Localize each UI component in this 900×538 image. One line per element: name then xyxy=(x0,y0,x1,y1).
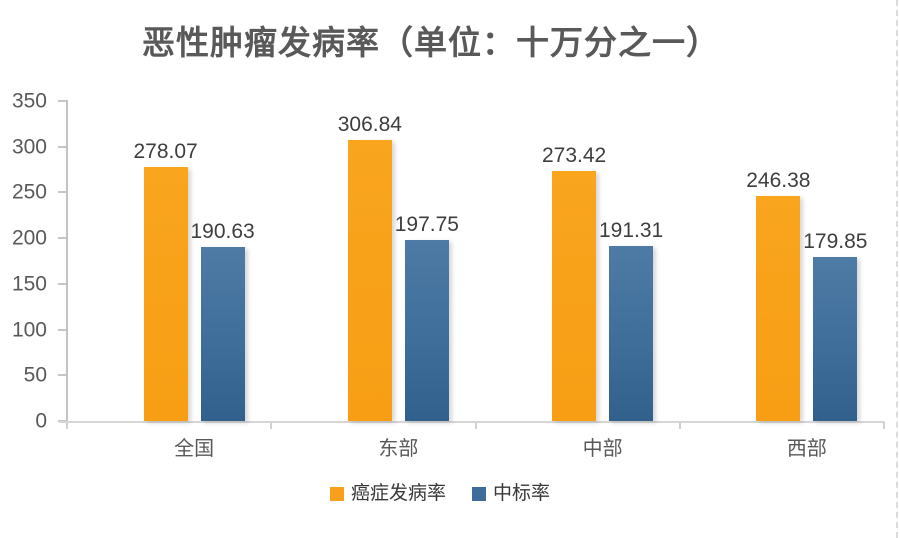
bar-value-label: 190.63 xyxy=(190,219,255,243)
bar-group-2: 306.84 197.75 xyxy=(296,101,500,421)
x-axis-label-1: 全国 xyxy=(174,438,215,460)
x-axis-tick-mark xyxy=(66,423,68,429)
y-axis-tick-mark xyxy=(58,282,66,285)
bar-value-label: 197.75 xyxy=(394,213,459,237)
y-axis-tick-mark xyxy=(58,100,66,102)
legend-label: 中标率 xyxy=(493,483,551,504)
x-axis-tick-mark xyxy=(270,423,273,429)
y-axis: 0 50 100 150 200 250 300 350 xyxy=(0,91,66,432)
bar-standardized-rate: 179.85 xyxy=(803,231,867,421)
legend-swatch-standardized-rate xyxy=(472,486,486,501)
x-axis-tick-mark xyxy=(474,423,477,429)
bar-cancer-incidence: 306.84 xyxy=(338,114,402,421)
bar-value-label: 273.42 xyxy=(542,144,607,168)
y-axis-tick-mark xyxy=(58,145,66,148)
x-axis-label-2: 东部 xyxy=(378,438,419,460)
bar-cancer-incidence: 278.07 xyxy=(134,141,198,421)
bar-standardized-rate: 190.63 xyxy=(191,221,255,421)
bar-value-label: 179.85 xyxy=(803,229,868,253)
legend-item-standardized-rate: 中标率 xyxy=(472,484,550,503)
y-axis-tick-label: 200 xyxy=(11,226,47,250)
y-axis-tick-label: 300 xyxy=(11,135,47,159)
y-axis-line xyxy=(66,100,68,423)
y-axis-tick-mark xyxy=(58,191,66,194)
bar-group-3: 273.42 191.31 xyxy=(501,101,705,421)
y-axis-tick-label: 100 xyxy=(11,318,47,342)
bar-group-4: 246.38 179.85 xyxy=(705,101,900,421)
y-axis-tick-label: 50 xyxy=(23,363,47,387)
bar-group-1: 278.07 190.63 xyxy=(92,101,296,421)
bar-value-label: 246.38 xyxy=(746,168,811,192)
legend-swatch-cancer-incidence xyxy=(329,486,344,501)
x-axis-tick-mark xyxy=(678,423,681,429)
bar-cancer-incidence: 246.38 xyxy=(746,170,810,421)
legend-label: 癌症发病率 xyxy=(350,483,446,504)
y-axis-tick-mark xyxy=(58,237,66,240)
x-axis-label-4: 西部 xyxy=(786,438,827,460)
bar-value-label: 191.31 xyxy=(599,219,664,243)
bar-standardized-rate: 197.75 xyxy=(395,214,459,421)
x-axis-line xyxy=(59,421,885,423)
bar-value-label: 278.07 xyxy=(133,139,198,163)
y-axis-tick-label: 350 xyxy=(11,89,47,113)
x-axis-label-3: 中部 xyxy=(582,438,623,460)
y-axis-tick-label: 0 xyxy=(35,409,47,433)
x-axis-tick-mark xyxy=(883,423,885,429)
legend-item-cancer-incidence: 癌症发病率 xyxy=(329,483,446,504)
bar-cancer-incidence: 273.42 xyxy=(542,145,606,421)
y-axis-tick-label: 250 xyxy=(11,180,47,204)
bar-standardized-rate: 191.31 xyxy=(599,220,663,421)
plot-area: 278.07 190.63 306.84 197.75 273.42 191.31 246.… xyxy=(67,101,884,421)
bar-value-label: 306.84 xyxy=(337,113,402,137)
y-axis-tick-label: 150 xyxy=(11,272,47,296)
y-axis-tick-mark xyxy=(58,328,66,331)
chart-title: 恶性肿瘤发病率（单位：十万分之一） xyxy=(142,24,720,61)
x-axis-labels: 全国 东部 中部 西部 xyxy=(67,437,884,461)
legend: 癌症发病率 中标率 xyxy=(0,484,880,503)
page-break-dashed-line xyxy=(896,0,898,538)
y-axis-tick-mark xyxy=(58,374,66,377)
